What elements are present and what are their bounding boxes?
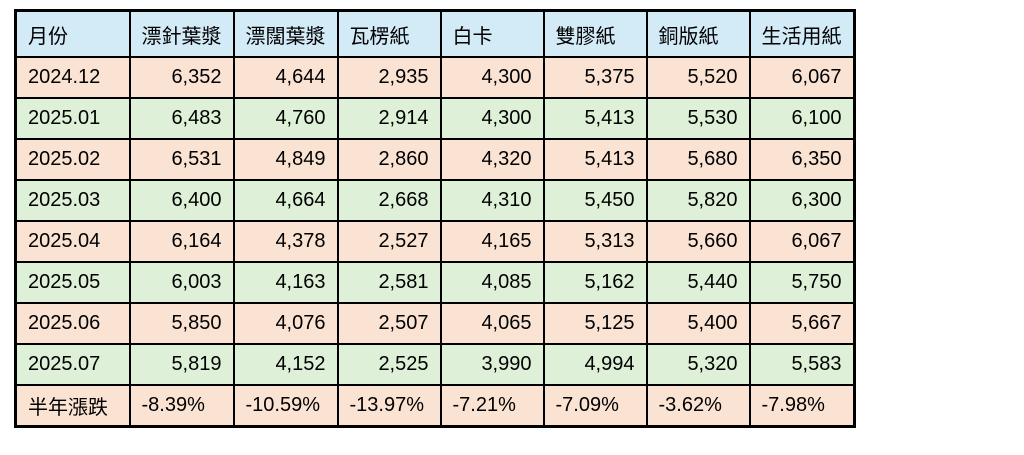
price-cell: 5,520 [645, 56, 751, 99]
column-header: 瓦楞紙 [336, 9, 442, 58]
price-cell: 4,152 [232, 343, 339, 386]
table-row: 2024.12 6,352 4,644 2,935 4,300 5,375 5,520 6,0… [14, 56, 855, 99]
table-body: 2024.12 6,352 4,644 2,935 4,300 5,375 5,520 6,0… [14, 56, 855, 428]
price-cell: 6,531 [128, 138, 235, 181]
change-percent-cell: -7.21% [439, 384, 545, 428]
table-row: 2025.01 6,483 4,760 2,914 4,300 5,413 5,530 6,1… [14, 97, 855, 140]
change-percent-cell: -8.39% [128, 384, 235, 428]
table-row: 2025.03 6,400 4,664 2,668 4,310 5,450 5,820 6,3… [14, 179, 855, 222]
change-percent-cell: -7.98% [748, 384, 855, 428]
price-cell: 6,067 [748, 56, 855, 99]
price-cell: 6,300 [748, 179, 855, 222]
change-percent-cell: -13.97% [336, 384, 442, 428]
month-cell: 2025.01 [14, 97, 131, 140]
price-cell: 4,849 [232, 138, 339, 181]
price-cell: 4,644 [232, 56, 339, 99]
price-cell: 6,003 [128, 261, 235, 304]
table-header: 月份 漂針葉漿 漂闊葉漿 瓦楞紙 白卡 雙膠紙 銅版紙 生活用紙 [14, 9, 855, 58]
price-cell: 6,350 [748, 138, 855, 181]
price-cell: 5,680 [645, 138, 751, 181]
column-header: 白卡 [439, 9, 545, 58]
price-cell: 4,163 [232, 261, 339, 304]
price-cell: 6,400 [128, 179, 235, 222]
change-percent-cell: -7.09% [542, 384, 648, 428]
price-cell: 6,067 [748, 220, 855, 263]
price-cell: 2,914 [336, 97, 442, 140]
price-cell: 5,125 [542, 302, 648, 345]
table-row: 2025.05 6,003 4,163 2,581 4,085 5,162 5,440 5,7… [14, 261, 855, 304]
price-cell: 5,413 [542, 138, 648, 181]
paper-price-table-container: 月份 漂針葉漿 漂闊葉漿 瓦楞紙 白卡 雙膠紙 銅版紙 生活用紙 2024.12 6,352 4,… [14, 9, 856, 428]
price-cell: 5,450 [542, 179, 648, 222]
price-cell: 5,400 [645, 302, 751, 345]
price-cell: 6,483 [128, 97, 235, 140]
price-cell: 2,860 [336, 138, 442, 181]
price-cell: 3,990 [439, 343, 545, 386]
summary-label-cell: 半年漲跌 [14, 384, 131, 428]
price-cell: 5,320 [645, 343, 751, 386]
price-cell: 2,581 [336, 261, 442, 304]
price-cell: 2,527 [336, 220, 442, 263]
price-cell: 5,413 [542, 97, 648, 140]
price-cell: 5,530 [645, 97, 751, 140]
price-cell: 4,994 [542, 343, 648, 386]
column-header: 雙膠紙 [542, 9, 648, 58]
month-cell: 2025.02 [14, 138, 131, 181]
column-header: 漂針葉漿 [128, 9, 235, 58]
table-row: 2025.02 6,531 4,849 2,860 4,320 5,413 5,680 6,3… [14, 138, 855, 181]
month-cell: 2024.12 [14, 56, 131, 99]
price-cell: 2,935 [336, 56, 442, 99]
price-cell: 4,320 [439, 138, 545, 181]
price-cell: 5,819 [128, 343, 235, 386]
price-cell: 5,440 [645, 261, 751, 304]
price-cell: 4,165 [439, 220, 545, 263]
change-percent-cell: -10.59% [232, 384, 339, 428]
month-cell: 2025.05 [14, 261, 131, 304]
column-header: 生活用紙 [748, 9, 855, 58]
price-cell: 4,300 [439, 56, 545, 99]
price-cell: 2,525 [336, 343, 442, 386]
price-cell: 5,750 [748, 261, 855, 304]
column-header: 銅版紙 [645, 9, 751, 58]
price-cell: 5,820 [645, 179, 751, 222]
price-cell: 5,313 [542, 220, 648, 263]
header-row: 月份 漂針葉漿 漂闊葉漿 瓦楞紙 白卡 雙膠紙 銅版紙 生活用紙 [14, 9, 855, 58]
month-cell: 2025.07 [14, 343, 131, 386]
price-cell: 5,375 [542, 56, 648, 99]
column-header: 月份 [14, 9, 131, 58]
price-cell: 6,352 [128, 56, 235, 99]
price-cell: 5,162 [542, 261, 648, 304]
month-cell: 2025.04 [14, 220, 131, 263]
price-cell: 4,664 [232, 179, 339, 222]
table-row: 2025.06 5,850 4,076 2,507 4,065 5,125 5,400 5,6… [14, 302, 855, 345]
column-header: 漂闊葉漿 [232, 9, 339, 58]
price-cell: 6,164 [128, 220, 235, 263]
price-cell: 5,667 [748, 302, 855, 345]
change-percent-cell: -3.62% [645, 384, 751, 428]
price-cell: 4,085 [439, 261, 545, 304]
price-cell: 4,760 [232, 97, 339, 140]
summary-row: 半年漲跌 -8.39% -10.59% -13.97% -7.21% -7.09% -3.6… [14, 384, 855, 428]
paper-price-table: 月份 漂針葉漿 漂闊葉漿 瓦楞紙 白卡 雙膠紙 銅版紙 生活用紙 2024.12 6,352 4,… [14, 9, 856, 428]
price-cell: 6,100 [748, 97, 855, 140]
price-cell: 4,065 [439, 302, 545, 345]
price-cell: 4,378 [232, 220, 339, 263]
table-row: 2025.04 6,164 4,378 2,527 4,165 5,313 5,660 6,0… [14, 220, 855, 263]
month-cell: 2025.03 [14, 179, 131, 222]
price-cell: 2,507 [336, 302, 442, 345]
month-cell: 2025.06 [14, 302, 131, 345]
price-cell: 5,583 [748, 343, 855, 386]
price-cell: 4,076 [232, 302, 339, 345]
price-cell: 5,660 [645, 220, 751, 263]
price-cell: 4,310 [439, 179, 545, 222]
price-cell: 4,300 [439, 97, 545, 140]
table-row: 2025.07 5,819 4,152 2,525 3,990 4,994 5,320 5,5… [14, 343, 855, 386]
price-cell: 2,668 [336, 179, 442, 222]
price-cell: 5,850 [128, 302, 235, 345]
